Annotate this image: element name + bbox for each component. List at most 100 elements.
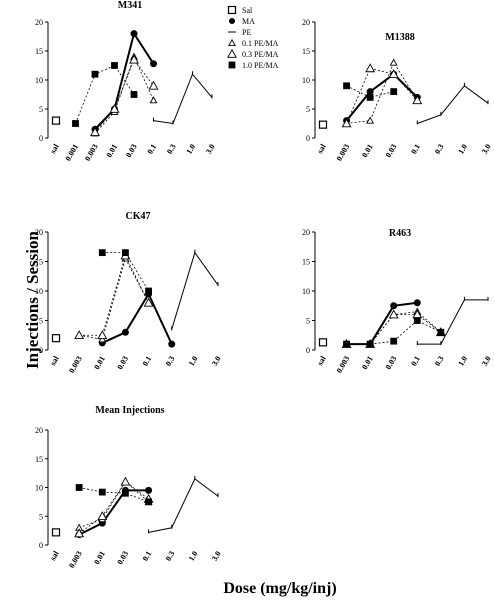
marker-pema10 xyxy=(111,62,118,69)
x-axis-label: Dose (mg/kg/inj) xyxy=(223,580,336,597)
x-tick-label: 0.01 xyxy=(92,550,107,567)
series-line-pema03 xyxy=(346,67,418,124)
x-tick-label: 3.0 xyxy=(480,355,493,368)
marker-pema03 xyxy=(74,330,85,340)
series-ma xyxy=(98,290,176,348)
x-tick-label: 0.3 xyxy=(164,550,177,563)
series-pe xyxy=(416,82,489,125)
marker-pema03 xyxy=(365,63,376,73)
series-line-pema01 xyxy=(346,61,418,124)
series-pema03 xyxy=(74,250,154,340)
marker-pema03 xyxy=(388,69,399,79)
marker-pema01 xyxy=(228,38,236,47)
marker-pema10 xyxy=(122,249,129,257)
marker-pema10 xyxy=(366,340,374,348)
x-tick-label: 3.0 xyxy=(480,143,493,156)
x-tick-label: sal xyxy=(48,142,61,155)
y-tick-label: 0 xyxy=(39,134,43,143)
y-tick-label: 10 xyxy=(35,76,43,85)
x-tick-label: 0.1 xyxy=(409,143,422,156)
x-tick-label: 0.03 xyxy=(115,355,130,372)
series-line-pema01 xyxy=(79,481,149,529)
series-pema10 xyxy=(72,62,138,127)
y-tick-label: 15 xyxy=(35,455,43,464)
series-line-pe xyxy=(417,85,489,124)
legend-label: Sal xyxy=(242,6,253,15)
y-tick-label: 15 xyxy=(302,47,310,56)
y-tick-label: 5 xyxy=(39,317,43,326)
x-tick-label: 0.1 xyxy=(409,355,422,368)
x-tick-label: 0.01 xyxy=(104,143,119,160)
marker-sal xyxy=(227,5,237,15)
marker-pema03 xyxy=(120,476,131,486)
series-sal xyxy=(318,338,328,347)
series-ma xyxy=(91,30,157,133)
x-tick-label: 1.0 xyxy=(456,355,469,368)
x-tick-label: 0.3 xyxy=(165,143,178,156)
series-pema03 xyxy=(341,63,423,128)
marker-pema03 xyxy=(388,309,399,319)
marker-pema10 xyxy=(437,328,445,336)
series-pema01 xyxy=(75,477,153,531)
y-tick-label: 0 xyxy=(39,346,43,355)
series-line-ma xyxy=(345,72,418,122)
series-sal xyxy=(51,116,61,125)
series-line-pema10 xyxy=(102,252,149,292)
x-tick-label: 0.03 xyxy=(384,143,399,160)
x-tick-label: 0.01 xyxy=(360,143,375,160)
series-line-pema01 xyxy=(79,257,149,340)
y-tick-label: 10 xyxy=(35,287,43,296)
series-sal xyxy=(318,120,328,129)
x-tick-label: 3.0 xyxy=(210,550,223,563)
legend-item-pe: PE xyxy=(228,28,251,37)
y-axis-label: Injections / Session xyxy=(23,231,42,369)
marker-pema01 xyxy=(149,96,158,104)
x-tick-label: 0.03 xyxy=(384,355,399,372)
legend-item-pema10: 1.0 PE/MA xyxy=(228,61,279,70)
series-line-pe xyxy=(171,251,219,330)
y-tick-label: 20 xyxy=(35,228,43,237)
y-tick-label: 5 xyxy=(306,105,310,114)
marker-ma xyxy=(121,328,129,336)
panel-title: Mean Injections xyxy=(95,405,164,416)
legend: Sal MA PE 0.1 PE/MA 0.3 PE/MA 1.0 PE/MA xyxy=(227,5,279,70)
y-tick-label: 20 xyxy=(35,18,43,27)
x-tick-label: 1.0 xyxy=(456,143,469,156)
x-tick-label: 0.1 xyxy=(141,355,154,368)
y-tick-label: 10 xyxy=(35,484,43,493)
marker-pema03 xyxy=(148,80,159,90)
marker-pema10 xyxy=(145,498,152,506)
marker-pema10 xyxy=(98,488,106,496)
panel-title: R463 xyxy=(389,228,411,239)
x-tick-label: 0.01 xyxy=(360,355,375,372)
series-line-pema10 xyxy=(75,64,135,124)
marker-pema10 xyxy=(75,484,83,491)
y-tick-label: 0 xyxy=(306,134,310,143)
series-sal xyxy=(51,334,61,343)
series-pema01 xyxy=(75,254,153,343)
x-tick-label: sal xyxy=(48,354,61,367)
marker-sal xyxy=(51,116,61,125)
panel-title: CK47 xyxy=(126,211,151,222)
legend-item-pema03: 0.3 PE/MA xyxy=(227,48,279,59)
x-tick-label: 0.003 xyxy=(67,550,84,570)
series-line-ma xyxy=(94,31,155,130)
marker-pema03 xyxy=(412,95,423,105)
series-pema10 xyxy=(343,317,445,348)
x-tick-label: 0.3 xyxy=(164,355,177,368)
series-line-ma xyxy=(78,489,149,536)
marker-pema03 xyxy=(90,127,100,137)
x-tick-label: sal xyxy=(315,142,328,155)
series-ma xyxy=(343,70,421,125)
series-pe xyxy=(171,249,219,331)
series-pema10 xyxy=(75,484,152,506)
marker-sal xyxy=(51,334,61,343)
marker-pema10 xyxy=(366,94,374,101)
x-tick-label: 0.03 xyxy=(124,143,139,160)
marker-pema10 xyxy=(130,91,138,98)
y-tick-label: 15 xyxy=(302,258,310,267)
x-tick-label: 0.01 xyxy=(92,355,107,372)
series-pema01 xyxy=(342,58,422,127)
y-tick-label: 5 xyxy=(39,105,43,114)
